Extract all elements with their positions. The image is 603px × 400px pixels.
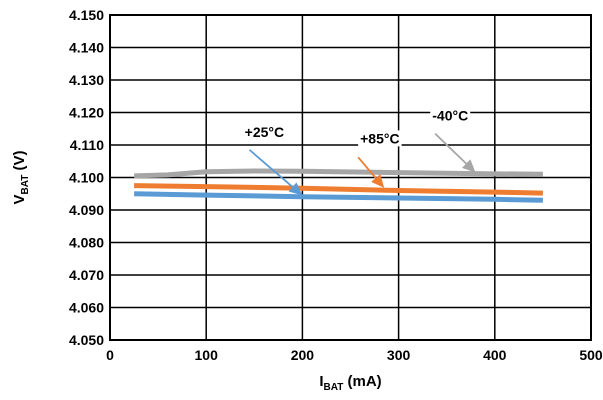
y-tick-label: 4.130 (69, 72, 104, 88)
y-tick-label: 4.140 (69, 40, 104, 56)
annotation-label-plus25c: +25°C (245, 124, 284, 140)
y-tick-label: 4.100 (69, 170, 104, 186)
x-tick-label: 400 (483, 347, 507, 363)
annotation-label-plus85c: +85°C (360, 130, 399, 146)
y-tick-label: 4.150 (69, 7, 104, 23)
series-line-plus85c (134, 183, 543, 196)
annotation-label-bg (242, 123, 287, 140)
y-tick-label: 4.080 (69, 235, 104, 251)
annotation-arrow-plus25c (248, 149, 294, 188)
y-axis-label: VBAT (V) (11, 151, 31, 205)
y-tick-labels: 4.050 4.060 4.070 4.080 4.090 4.100 4.110 4.120… (69, 7, 104, 348)
annotation-label-minus40c: -40°C (432, 108, 468, 124)
annotation-label-bg (430, 107, 471, 124)
annotation-arrow-minus40c (434, 132, 467, 165)
annotation-label-bg (358, 130, 402, 147)
x-axis-label: IBAT (mA) (319, 373, 381, 393)
y-tick-label: 4.120 (69, 105, 104, 121)
y-tick-label: 4.060 (69, 300, 104, 316)
annotation-arrow-plus85c (357, 156, 377, 179)
annotations: +25°C +85°C -40°C (242, 107, 476, 196)
series-line-minus40c (134, 168, 543, 179)
annotation-arrowhead-minus40c (462, 159, 476, 173)
y-tick-label: 4.090 (69, 202, 104, 218)
x-tick-label: 200 (291, 347, 315, 363)
grid (109, 14, 592, 341)
y-tick-label: 4.050 (69, 332, 104, 348)
y-tick-label: 4.110 (70, 137, 104, 153)
x-tick-label: 100 (195, 347, 219, 363)
x-tick-label: 0 (106, 347, 114, 363)
x-tick-labels: 0 100 200 300 400 500 (106, 347, 603, 363)
x-tick-label: 300 (387, 347, 411, 363)
y-tick-label: 4.070 (69, 267, 104, 283)
annotation-arrowhead-plus85c (371, 174, 385, 188)
plot-frame (109, 14, 592, 341)
annotation-arrowhead-plus25c (288, 182, 303, 196)
series-line-plus25c (134, 191, 543, 203)
series-lines (134, 168, 543, 203)
x-tick-label: 500 (579, 347, 603, 363)
